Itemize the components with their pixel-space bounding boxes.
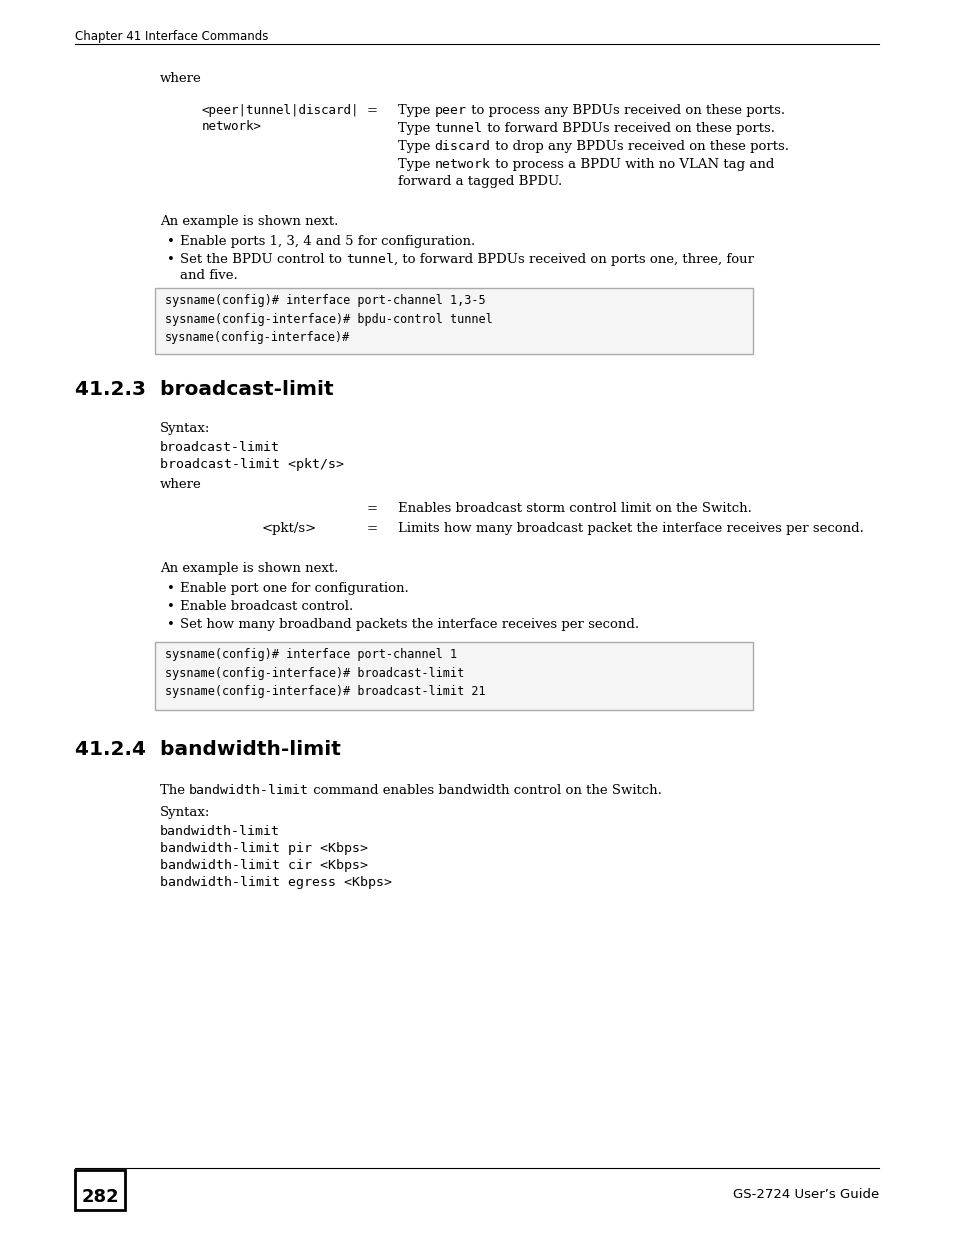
Text: An example is shown next.: An example is shown next. — [160, 562, 338, 576]
Text: bandwidth-limit: bandwidth-limit — [160, 825, 280, 839]
Text: to drop any BPDUs received on these ports.: to drop any BPDUs received on these port… — [490, 140, 788, 153]
Text: , to forward BPDUs received on ports one, three, four: , to forward BPDUs received on ports one… — [394, 253, 753, 266]
Text: Enable broadcast control.: Enable broadcast control. — [180, 600, 353, 613]
Text: •: • — [167, 618, 174, 631]
Text: tunnel: tunnel — [346, 253, 394, 266]
Text: and five.: and five. — [180, 269, 237, 282]
Text: Set the BPDU control to: Set the BPDU control to — [180, 253, 346, 266]
Text: =: = — [366, 104, 377, 117]
Bar — [154, 288, 752, 354]
Text: sysname(config)# interface port-channel 1
sysname(config-interface)# broadcast-l: sysname(config)# interface port-channel … — [165, 648, 485, 698]
Text: bandwidth-limit: bandwidth-limit — [189, 784, 309, 797]
Text: Type: Type — [397, 122, 435, 135]
Text: Enable ports 1, 3, 4 and 5 for configuration.: Enable ports 1, 3, 4 and 5 for configura… — [180, 235, 475, 248]
Text: to process a BPDU with no VLAN tag and: to process a BPDU with no VLAN tag and — [490, 158, 773, 170]
Text: =: = — [366, 501, 377, 515]
Text: peer: peer — [435, 104, 466, 117]
Text: Type: Type — [397, 158, 435, 170]
Text: command enables bandwidth control on the Switch.: command enables bandwidth control on the… — [309, 784, 661, 797]
Text: bandwidth-limit pir <Kbps>: bandwidth-limit pir <Kbps> — [160, 842, 368, 855]
Text: broadcast-limit <pkt/s>: broadcast-limit <pkt/s> — [160, 458, 344, 471]
Text: 41.2.3  broadcast-limit: 41.2.3 broadcast-limit — [75, 380, 334, 399]
Text: Syntax:: Syntax: — [160, 422, 211, 435]
Text: <peer|tunnel|discard|: <peer|tunnel|discard| — [202, 104, 359, 117]
Text: 282: 282 — [81, 1188, 119, 1207]
Text: broadcast-limit: broadcast-limit — [160, 441, 280, 454]
Text: sysname(config)# interface port-channel 1,3-5
sysname(config-interface)# bpdu-co: sysname(config)# interface port-channel … — [165, 294, 493, 345]
Bar — [154, 642, 752, 710]
Text: An example is shown next.: An example is shown next. — [160, 215, 338, 228]
Text: Chapter 41 Interface Commands: Chapter 41 Interface Commands — [75, 30, 268, 43]
Text: bandwidth-limit cir <Kbps>: bandwidth-limit cir <Kbps> — [160, 860, 368, 872]
Text: •: • — [167, 253, 174, 266]
Text: Syntax:: Syntax: — [160, 806, 211, 819]
Text: Enables broadcast storm control limit on the Switch.: Enables broadcast storm control limit on… — [397, 501, 751, 515]
Text: •: • — [167, 600, 174, 613]
Text: GS-2724 User’s Guide: GS-2724 User’s Guide — [732, 1188, 878, 1200]
Text: bandwidth-limit egress <Kbps>: bandwidth-limit egress <Kbps> — [160, 876, 392, 889]
Text: Limits how many broadcast packet the interface receives per second.: Limits how many broadcast packet the int… — [397, 522, 863, 535]
Text: Type: Type — [397, 140, 435, 153]
Text: •: • — [167, 582, 174, 595]
Text: tunnel: tunnel — [435, 122, 482, 135]
Text: Set how many broadband packets the interface receives per second.: Set how many broadband packets the inter… — [180, 618, 639, 631]
Text: Enable port one for configuration.: Enable port one for configuration. — [180, 582, 408, 595]
Text: discard: discard — [435, 140, 490, 153]
Text: to forward BPDUs received on these ports.: to forward BPDUs received on these ports… — [482, 122, 774, 135]
Text: network>: network> — [202, 120, 262, 133]
Text: network: network — [435, 158, 490, 170]
Text: where: where — [160, 72, 201, 85]
Text: to process any BPDUs received on these ports.: to process any BPDUs received on these p… — [466, 104, 784, 117]
Text: =: = — [366, 522, 377, 535]
Text: 41.2.4  bandwidth-limit: 41.2.4 bandwidth-limit — [75, 740, 340, 760]
Text: •: • — [167, 235, 174, 248]
Text: where: where — [160, 478, 201, 492]
Text: <pkt/s>: <pkt/s> — [262, 522, 317, 535]
Text: Type: Type — [397, 104, 435, 117]
Text: The: The — [160, 784, 189, 797]
Bar — [75, 1170, 125, 1210]
Text: forward a tagged BPDU.: forward a tagged BPDU. — [397, 175, 561, 188]
